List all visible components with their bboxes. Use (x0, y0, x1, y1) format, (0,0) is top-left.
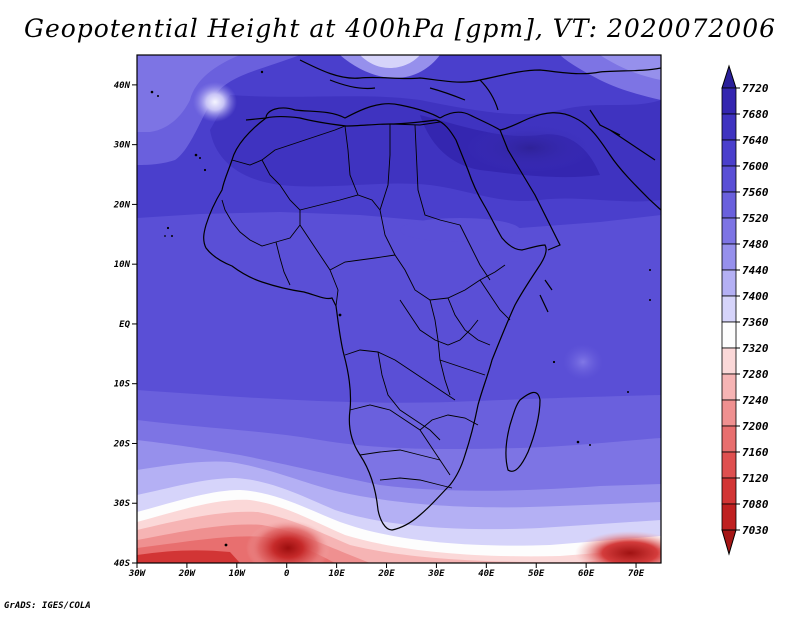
colorbar-label: 7440 (742, 264, 769, 277)
colorbar-label: 7680 (742, 108, 769, 121)
colorbar-label: 7160 (742, 446, 769, 459)
colorbar-swatch (721, 451, 737, 479)
colorbar-swatch (721, 295, 737, 323)
colorbar-label: 7640 (742, 134, 769, 147)
colorbar-label: 7200 (742, 420, 769, 433)
lat-label: 40S (114, 559, 131, 569)
lon-label: 20E (377, 569, 395, 579)
colorbar-label: 7520 (742, 212, 769, 225)
lat-label: EQ (119, 320, 130, 330)
contour-field (137, 55, 661, 563)
lon-label: 60E (578, 569, 595, 579)
colorbar-swatch (721, 347, 737, 375)
lat-label: 20S (113, 439, 131, 449)
lon-label: 20W (178, 569, 197, 579)
colorbar-swatch (721, 113, 737, 141)
colorbar-swatch (721, 165, 737, 193)
lon-label: 10E (328, 569, 345, 579)
lat-label: 10S (114, 380, 131, 390)
colorbar-swatch (721, 503, 737, 531)
colorbar-label: 7030 (742, 524, 769, 537)
colorbar-label: 7400 (742, 290, 769, 303)
latitude-axis: 40N 30N 20N 10N EQ 10S 20S 30S 40S (113, 81, 137, 569)
colorbar-label: 7240 (742, 394, 769, 407)
colorbar-swatch (721, 217, 737, 245)
colorbar-swatch (721, 373, 737, 401)
colorbar-label: 7080 (742, 498, 769, 511)
lon-label: 50E (528, 569, 545, 579)
lat-label: 30S (113, 499, 131, 509)
colorbar-swatch (721, 321, 737, 349)
colorbar: 7720 7680 7640 7600 7560 7520 7480 7440 7400 7360… (721, 64, 769, 556)
colorbar-swatch (721, 477, 737, 505)
colorbar-label: 7720 (742, 82, 769, 95)
colorbar-label: 7120 (742, 472, 769, 485)
colorbar-label: 7480 (742, 238, 769, 251)
lon-label: 0 (284, 569, 290, 579)
colorbar-label: 7280 (742, 368, 769, 381)
colorbar-bottom-arrow (721, 529, 737, 556)
colorbar-swatch (721, 243, 737, 271)
colorbar-swatch (721, 399, 737, 427)
grads-credit: GrADS: IGES/COLA (4, 601, 91, 611)
colorbar-label: 7320 (742, 342, 769, 355)
lon-label: 10W (229, 569, 247, 579)
colorbar-swatch (721, 269, 737, 297)
lon-label: 30E (427, 569, 445, 579)
colorbar-swatch (721, 87, 737, 115)
coastlines (203, 59, 661, 531)
lon-label: 70E (628, 569, 645, 579)
country-borders (221, 121, 511, 489)
colorbar-top-arrow (721, 64, 737, 89)
longitude-axis: 30W 20W 10W 0 10E 20E 30E 40E 50E 60E 70E (128, 563, 645, 579)
colorbar-swatch (721, 139, 737, 167)
lon-label: 30W (128, 569, 147, 579)
lat-label: 30N (113, 141, 131, 151)
map-title: Geopotential Height at 400hPa [gpm], VT:… (23, 14, 777, 43)
colorbar-label: 7360 (742, 316, 769, 329)
colorbar-label: 7600 (742, 160, 769, 173)
islands (150, 70, 651, 547)
colorbar-swatch (721, 425, 737, 453)
colorbar-label: 7560 (742, 186, 769, 199)
colorbar-swatch (721, 191, 737, 219)
plot-frame (136, 54, 662, 564)
lat-label: 10N (114, 260, 131, 270)
lat-label: 40N (114, 81, 131, 91)
lon-label: 40E (478, 569, 495, 579)
lat-label: 20N (113, 200, 131, 210)
